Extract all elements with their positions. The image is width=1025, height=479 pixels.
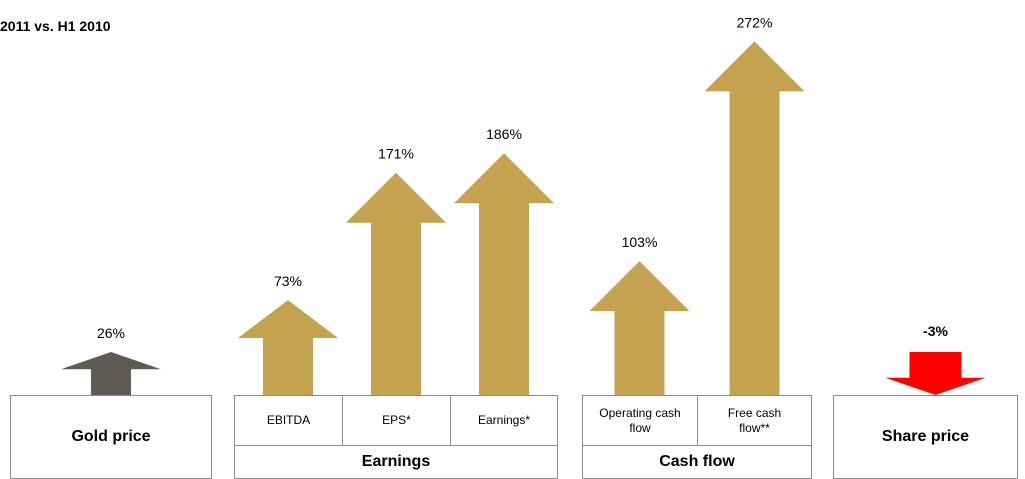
group-label: Cash flow bbox=[582, 445, 812, 479]
group-label-text: Cash flow bbox=[659, 453, 735, 470]
group-label: Earnings bbox=[234, 445, 558, 479]
group-label-text: Earnings bbox=[361, 453, 431, 470]
category-cell-text: Free cash flow** bbox=[727, 405, 782, 435]
chart-title: 2011 vs. H1 2010 bbox=[0, 18, 111, 34]
value-label: 73% bbox=[274, 273, 302, 289]
arrow bbox=[238, 300, 338, 395]
category-cell: Earnings* bbox=[450, 395, 558, 446]
value-label: 26% bbox=[97, 325, 125, 341]
arrow bbox=[346, 172, 446, 395]
arrow bbox=[704, 41, 805, 396]
arrow bbox=[885, 352, 986, 395]
group-label-text: Share price bbox=[881, 428, 970, 445]
category-cell: Free cash flow** bbox=[697, 395, 812, 446]
group-label: Share price bbox=[833, 395, 1018, 479]
arrow bbox=[61, 352, 161, 395]
category-cell-text: Operating cash flow bbox=[599, 405, 681, 435]
arrow bbox=[454, 153, 554, 395]
category-cell: Operating cash flow bbox=[582, 395, 698, 446]
category-cell-text: EPS* bbox=[382, 413, 411, 427]
group-label: Gold price bbox=[10, 395, 212, 479]
group-label-text: Gold price bbox=[71, 428, 151, 445]
category-cell-text: Earnings* bbox=[477, 413, 531, 427]
value-label: 272% bbox=[737, 14, 773, 30]
value-label: 186% bbox=[486, 126, 522, 142]
value-label: -3% bbox=[923, 323, 948, 339]
arrow bbox=[589, 261, 690, 395]
value-label: 171% bbox=[378, 146, 414, 162]
category-cell-text: EBITDA bbox=[266, 413, 311, 427]
value-label: 103% bbox=[622, 234, 658, 250]
